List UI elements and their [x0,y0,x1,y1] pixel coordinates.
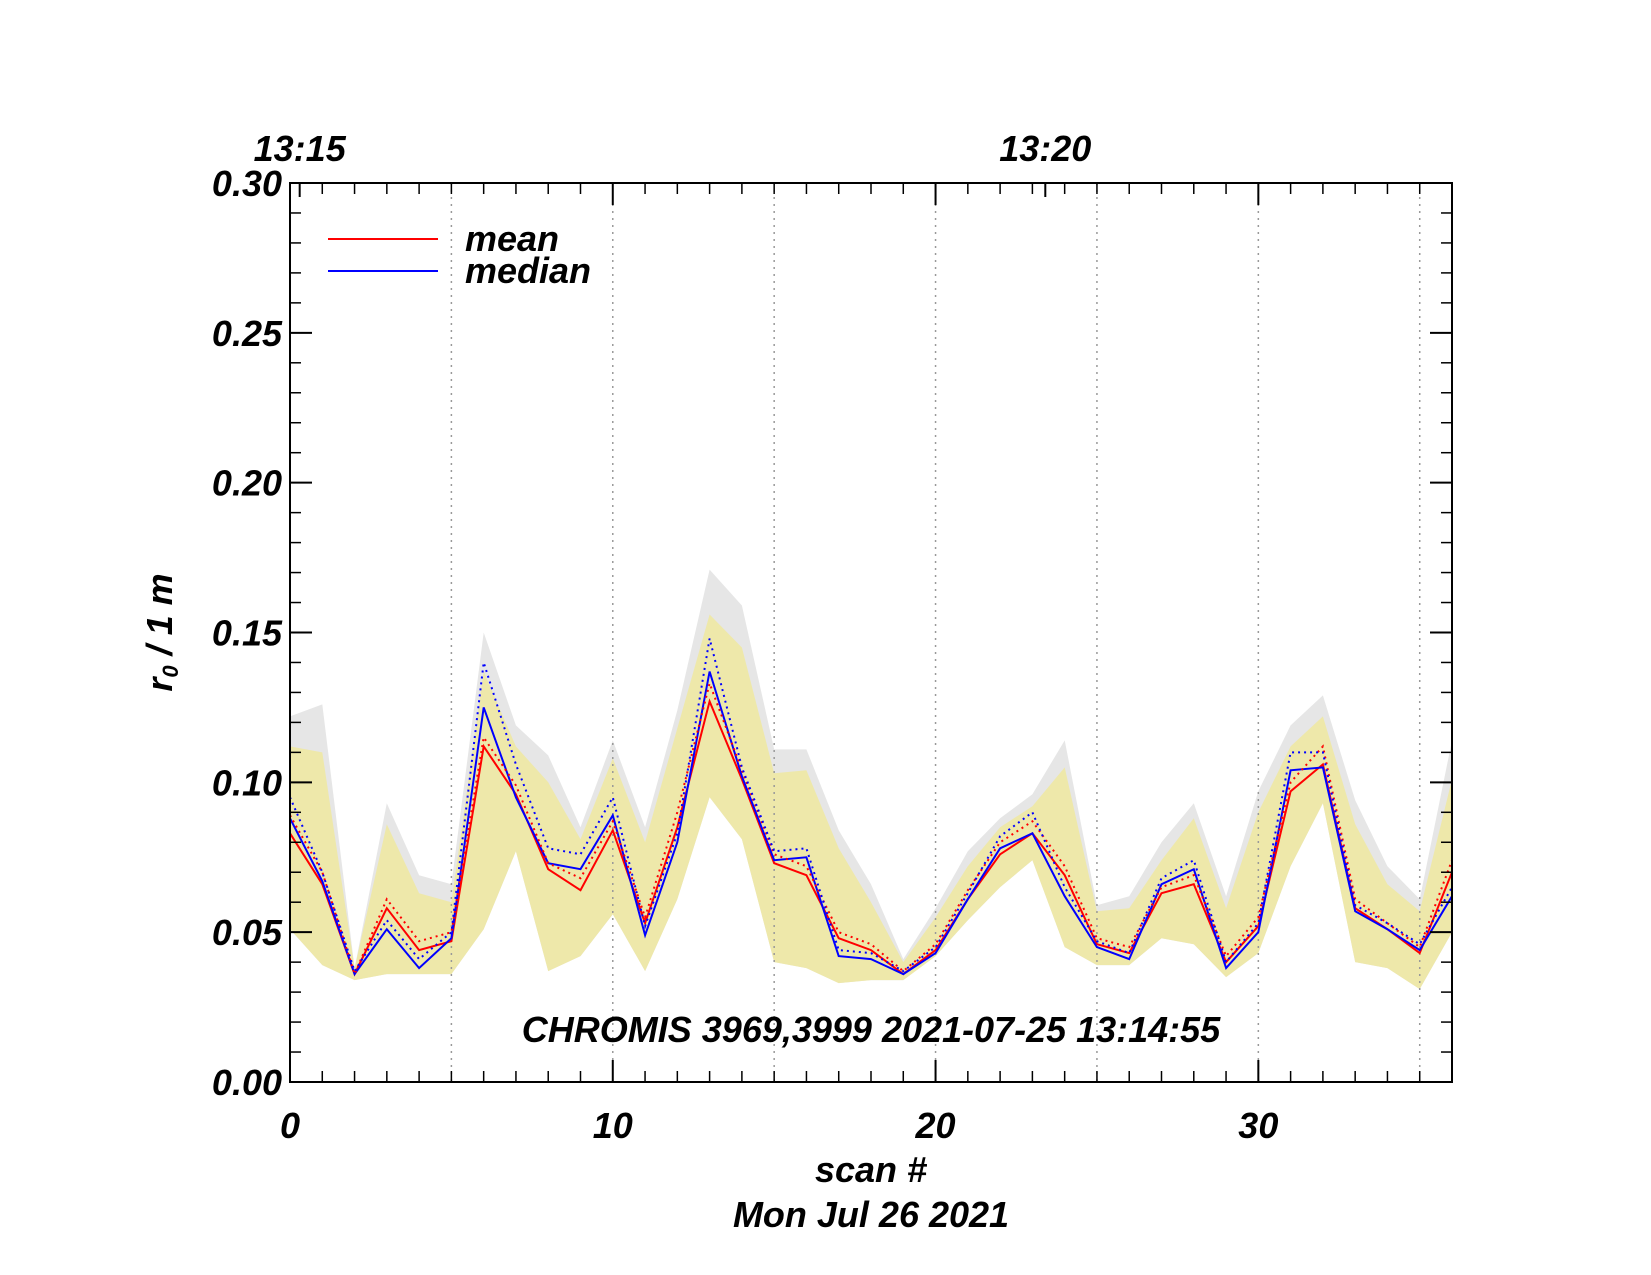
y-axis-label-sub: 0 [158,665,183,678]
y-tick-label: 0.20 [212,463,282,504]
series-median-upper [289,638,1453,974]
series-layer [289,638,1453,977]
y-tick-label: 0.25 [212,313,283,354]
vertical-dotted-lines [450,183,1421,1082]
x-tick-label: 0 [280,1105,300,1146]
top-time-label: 13:15 [254,128,347,169]
series-mean [289,698,1453,977]
y-tick-label: 0.15 [212,613,283,654]
y-tick-label: 0.00 [212,1062,282,1103]
x-axis-label: scan # [815,1149,927,1190]
legend-label-median: median [465,250,591,291]
date-label: Mon Jul 26 2021 [733,1194,1009,1235]
bands-layer [290,569,1452,990]
x-tick-label: 10 [593,1105,633,1146]
top-time-label: 13:20 [999,128,1091,169]
y-tick-label: 0.05 [212,912,283,953]
y-axis-label: r0 / 1 m [139,573,183,691]
y-tick-label: 0.30 [212,163,282,204]
x-tick-label: 30 [1238,1105,1278,1146]
y-axis-label-main: r [139,676,180,692]
annotation: CHROMIS 3969,3999 2021-07-25 13:14:55 [522,1009,1221,1050]
y-tick-label: 0.10 [212,762,282,803]
series-median [289,671,1453,977]
series-mean-upper [289,680,1453,977]
band-inner [290,614,1452,990]
x-tick-label: 20 [915,1105,956,1146]
labels-layer: CHROMIS 3969,3999 2021-07-25 13:14:55 sc… [139,573,1221,1235]
ticks-layer: 0.00 0.05 0.10 0.15 0.20 0.25 0.30 0 10 20 30 13:15… [212,128,1453,1146]
legend-label-mean: mean [465,218,559,259]
y-axis-label-rest: / 1 m [139,573,180,665]
